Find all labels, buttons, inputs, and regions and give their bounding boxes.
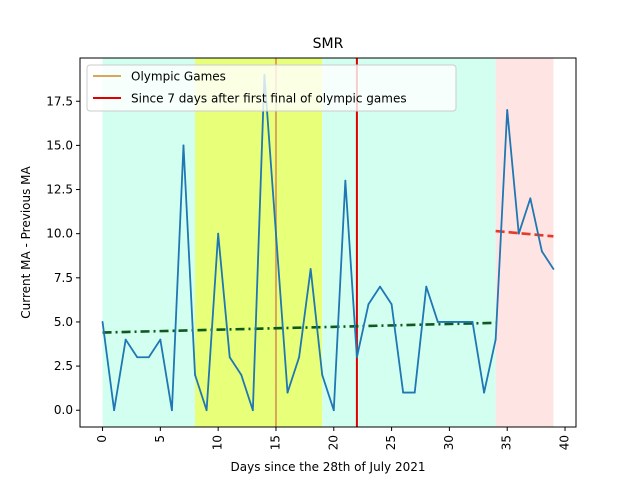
data-point [147, 356, 150, 359]
x-tick-label: 15 [268, 435, 282, 450]
x-tick-label: 30 [442, 435, 456, 450]
data-point [540, 250, 543, 253]
data-point [332, 409, 335, 412]
data-point [309, 268, 312, 270]
y-tick-label: 17.5 [46, 94, 73, 108]
y-axis-label: Current MA - Previous MA [19, 165, 33, 318]
y-tick-label: 15.0 [46, 138, 73, 152]
trend-line-0 [102, 321, 496, 334]
data-point [483, 391, 485, 394]
band-2 [322, 58, 496, 427]
data-point [182, 144, 185, 147]
data-point [425, 285, 428, 288]
data-point [436, 321, 439, 323]
trend-lines [102, 229, 554, 334]
data-point [159, 338, 162, 341]
x-tick-label: 40 [558, 435, 572, 450]
x-tick-label: 0 [95, 435, 109, 443]
data-point [379, 285, 381, 288]
x-tick-label: 5 [153, 435, 167, 443]
data-point [471, 321, 474, 323]
data-point [136, 356, 139, 359]
data-point [194, 374, 196, 376]
data-point [460, 321, 462, 323]
data-point [402, 391, 405, 394]
chart-title: SMR [313, 36, 344, 52]
data-series [101, 73, 555, 412]
data-point [205, 409, 208, 412]
data-point [240, 374, 243, 376]
data-point [494, 338, 497, 341]
y-tick-label: 10.0 [46, 227, 73, 241]
trend-line-1 [495, 229, 554, 238]
x-axis-ticks: 0 5 10 15 20 25 30 35 40 [95, 427, 572, 450]
plot-frame [79, 57, 577, 428]
x-tick-label: 35 [500, 435, 514, 450]
data-point [228, 356, 231, 359]
x-tick-label: 20 [326, 435, 340, 450]
data-point [298, 356, 300, 359]
data-point [517, 232, 520, 235]
y-tick-label: 5.0 [54, 315, 73, 329]
y-tick-label: 7.5 [54, 271, 73, 285]
y-tick-label: 12.5 [46, 183, 73, 197]
y-tick-label: 2.5 [54, 359, 73, 373]
data-point [529, 197, 532, 200]
data-point [552, 268, 555, 270]
data-point [275, 232, 277, 235]
x-axis-label: Days since the 28th of July 2021 [231, 460, 426, 474]
data-point [124, 338, 127, 341]
data-point [448, 321, 451, 323]
data-point [113, 409, 116, 412]
background-bands [102, 58, 554, 427]
legend: Olympic Games Since 7 days after first fi… [86, 64, 457, 112]
legend-box [86, 64, 457, 112]
data-point [251, 409, 254, 412]
data-point [286, 391, 289, 394]
legend-label-0: Olympic Games [131, 70, 226, 84]
y-tick-label: 0.0 [54, 403, 73, 417]
data-point [506, 109, 509, 111]
x-tick-label: 10 [211, 435, 225, 450]
data-point [356, 356, 358, 359]
data-point [413, 391, 416, 394]
data-point [367, 303, 370, 306]
data-point [344, 179, 347, 182]
band-3 [495, 58, 554, 427]
band-0 [102, 58, 196, 427]
data-point [217, 232, 220, 235]
x-tick-label: 25 [384, 435, 398, 450]
data-point [171, 409, 173, 412]
data-point [390, 303, 393, 306]
series-line-0 [101, 73, 555, 412]
data-point [321, 374, 324, 376]
y-axis-ticks: 0.0 2.5 5.0 7.5 10.0 12.5 15.0 17.5 [46, 94, 80, 417]
legend-label-1: Since 7 days after first final of olympi… [131, 92, 407, 106]
data-point [101, 321, 104, 323]
